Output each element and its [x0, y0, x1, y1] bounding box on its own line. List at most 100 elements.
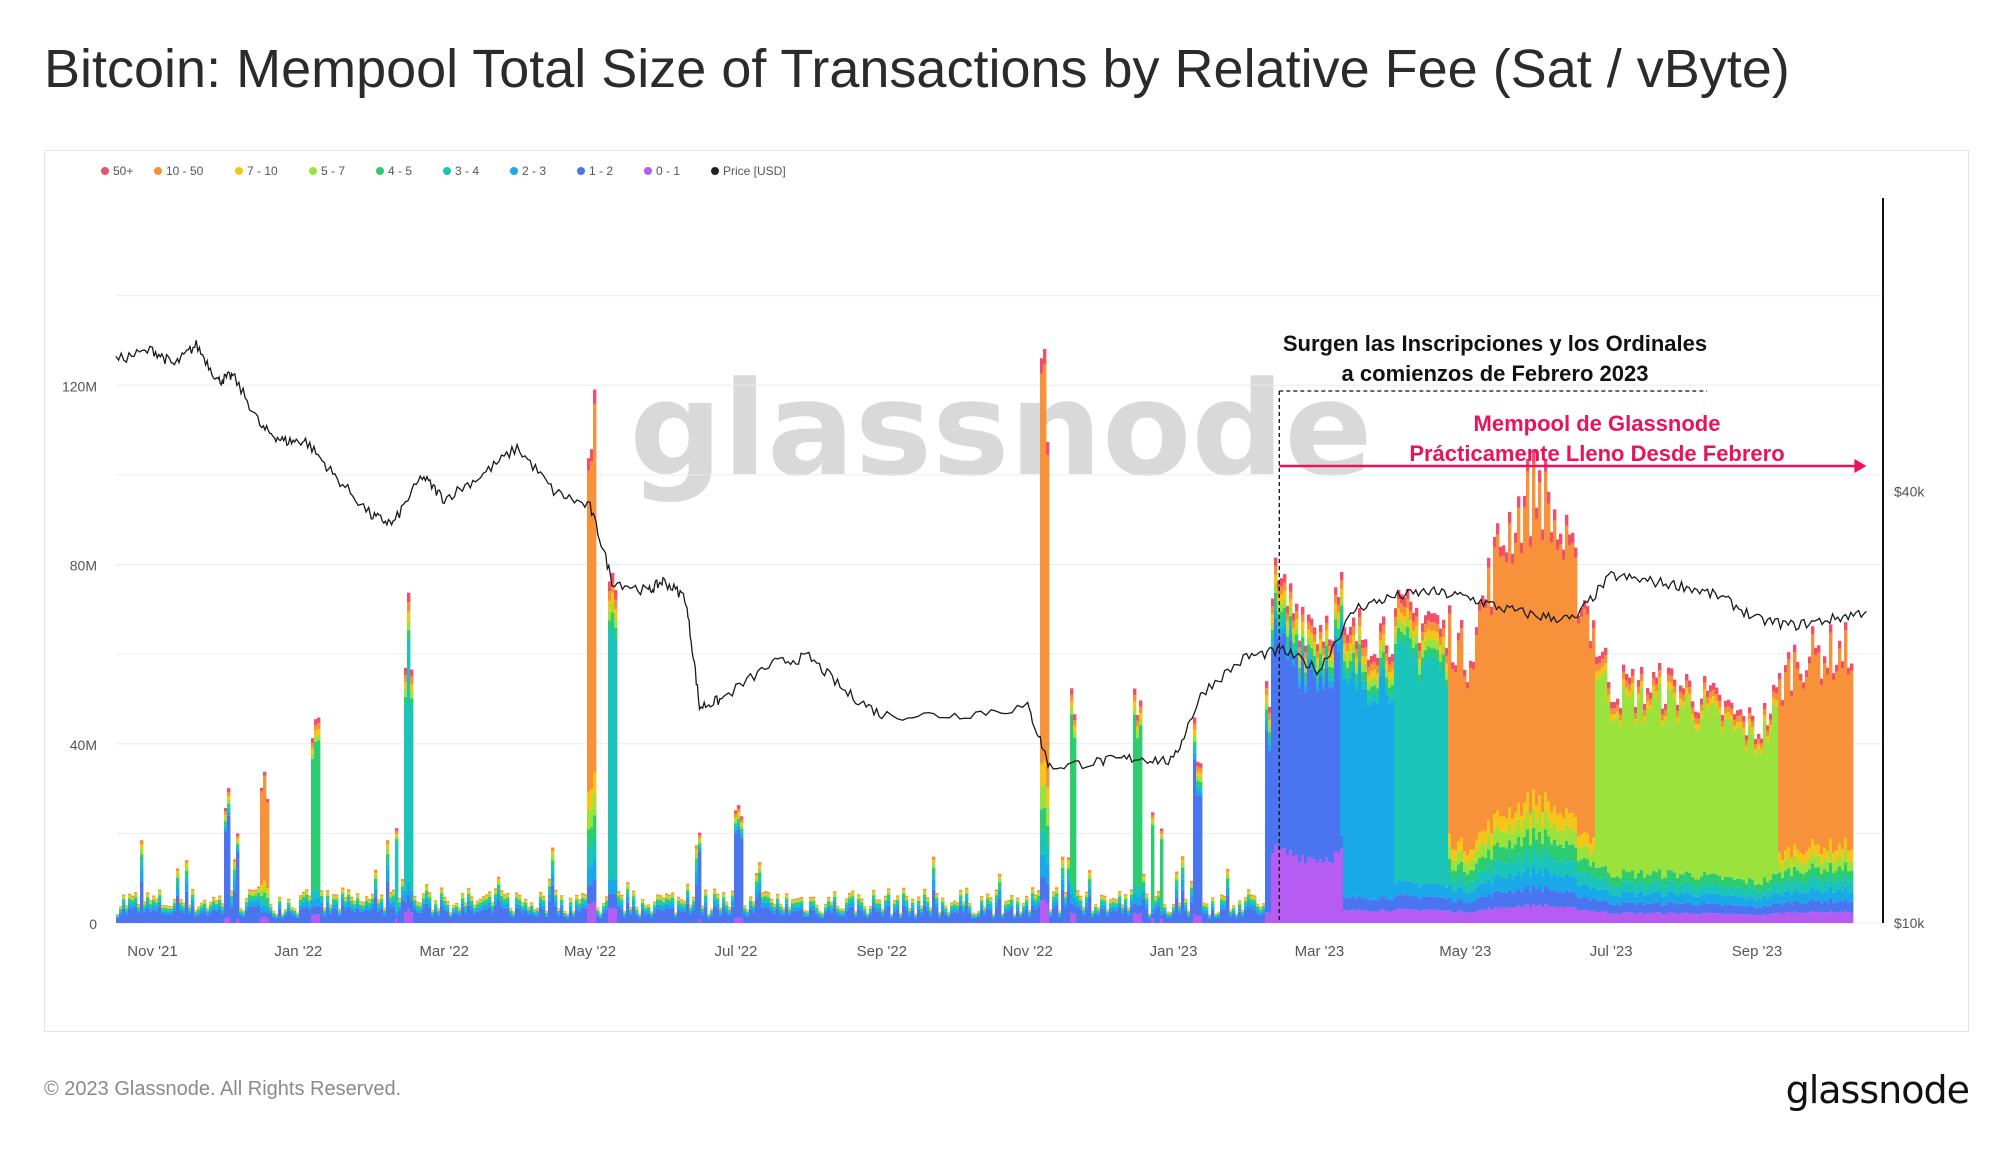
mempool-bar-segment [1625, 673, 1629, 681]
mempool-bar-segment [1304, 645, 1308, 653]
mempool-bar-segment [1307, 636, 1311, 645]
mempool-bar-segment [794, 899, 798, 902]
mempool-bar-segment [1394, 882, 1398, 897]
mempool-bar-segment [1658, 879, 1662, 891]
mempool-bar-segment [455, 903, 459, 905]
mempool-bar-segment [275, 918, 279, 923]
mempool-bar-segment [1511, 863, 1515, 879]
mempool-bar-segment [995, 891, 999, 893]
legend-marker[interactable] [101, 167, 109, 175]
mempool-bar-segment [275, 914, 279, 916]
legend-marker[interactable] [376, 167, 384, 175]
mempool-bar-segment [1142, 885, 1146, 891]
mempool-bar-segment [551, 885, 555, 923]
mempool-bar-segment [1061, 873, 1065, 880]
mempool-bar-segment [227, 799, 231, 804]
mempool-bar-segment [836, 905, 840, 907]
mempool-bar-segment [686, 903, 690, 923]
legend-label[interactable]: 3 - 4 [455, 164, 479, 178]
legend-label[interactable]: 0 - 1 [656, 164, 680, 178]
mempool-bar-segment [1214, 914, 1218, 915]
mempool-bar-segment [1280, 586, 1284, 595]
legend-label[interactable]: 10 - 50 [166, 164, 204, 178]
legend-marker[interactable] [309, 167, 317, 175]
legend-label[interactable]: 50+ [113, 164, 133, 178]
mempool-bar-segment [173, 899, 177, 901]
legend-marker[interactable] [577, 167, 585, 175]
mempool-bar-segment [1019, 913, 1023, 915]
mempool-bar-segment [1211, 903, 1215, 907]
mempool-bar-segment [1331, 862, 1335, 923]
mempool-bar-segment [953, 902, 957, 905]
mempool-bar-segment [380, 894, 384, 897]
mempool-bar-segment [1472, 870, 1476, 881]
mempool-bar-segment [1298, 667, 1302, 675]
mempool-bar-segment [1751, 880, 1755, 889]
mempool-bar-segment [146, 892, 150, 894]
mempool-bar-segment [377, 911, 381, 923]
mempool-bar-segment [272, 913, 276, 916]
mempool-bar-segment [1622, 869, 1626, 881]
mempool-bar-segment [1823, 663, 1827, 848]
mempool-bar-segment [1349, 660, 1353, 670]
legend-label[interactable]: 4 - 5 [388, 164, 412, 178]
mempool-bar-segment [1154, 909, 1158, 923]
mempool-bar-segment [665, 893, 669, 895]
legend-label[interactable]: Price [USD] [723, 164, 786, 178]
x-tick-label: Nov '22 [1002, 943, 1052, 960]
mempool-bar-segment [272, 916, 276, 923]
mempool-bar-segment [1172, 904, 1176, 906]
mempool-bar-segment [191, 894, 195, 898]
mempool-bar-segment [236, 919, 240, 923]
mempool-bar-segment [1472, 849, 1476, 860]
legend-marker[interactable] [644, 167, 652, 175]
mempool-bar-segment [1478, 910, 1482, 923]
mempool-bar-segment [728, 911, 732, 913]
mempool-bar-segment [1604, 900, 1608, 912]
mempool-bar-segment [458, 913, 462, 916]
mempool-bar-segment [1100, 897, 1104, 900]
mempool-bar-segment [1688, 693, 1692, 701]
legend-label[interactable]: 7 - 10 [247, 164, 278, 178]
mempool-bar-segment [1073, 720, 1077, 726]
mempool-bar-segment [1766, 730, 1770, 737]
legend-label[interactable]: 1 - 2 [589, 164, 613, 178]
legend-marker[interactable] [235, 167, 243, 175]
mempool-bar-segment [200, 909, 204, 913]
mempool-bar-segment [1817, 652, 1821, 845]
legend-label[interactable]: 2 - 3 [522, 164, 546, 178]
mempool-bar-segment [1793, 878, 1797, 890]
mempool-bar-segment [1712, 903, 1716, 914]
mempool-bar-segment [674, 917, 678, 923]
mempool-bar-segment [527, 909, 531, 911]
mempool-bar-segment [1094, 908, 1098, 911]
mempool-bar-segment [1391, 654, 1395, 662]
mempool-bar-segment [626, 884, 630, 887]
mempool-bar-segment [1670, 901, 1674, 913]
mempool-bar-segment [203, 907, 207, 912]
mempool-bar-segment [1547, 492, 1551, 504]
mempool-bar-segment [1238, 902, 1242, 905]
mempool-bar-segment [1790, 885, 1794, 895]
mempool-bar-segment [974, 915, 978, 917]
mempool-bar-segment [227, 815, 231, 918]
legend-label[interactable]: 5 - 7 [321, 164, 345, 178]
mempool-bar-segment [578, 911, 582, 923]
mempool-bar-segment [932, 867, 936, 874]
mempool-bar-segment [587, 848, 591, 867]
mempool-bar-segment [707, 918, 711, 923]
mempool-bar-segment [1838, 900, 1842, 912]
mempool-bar-segment [1496, 523, 1500, 534]
mempool-bar-segment [1826, 902, 1830, 913]
mempool-bar-segment [302, 902, 306, 908]
legend-marker[interactable] [510, 167, 518, 175]
mempool-bar-segment [200, 906, 204, 908]
legend-marker[interactable] [154, 167, 162, 175]
mempool-bar-segment [884, 905, 888, 910]
mempool-bar-segment [1499, 892, 1503, 908]
mempool-bar-segment [1439, 885, 1443, 898]
mempool-bar-segment [1403, 895, 1407, 910]
legend-marker[interactable] [443, 167, 451, 175]
legend-marker[interactable] [711, 167, 719, 175]
mempool-bar-segment [662, 910, 666, 923]
